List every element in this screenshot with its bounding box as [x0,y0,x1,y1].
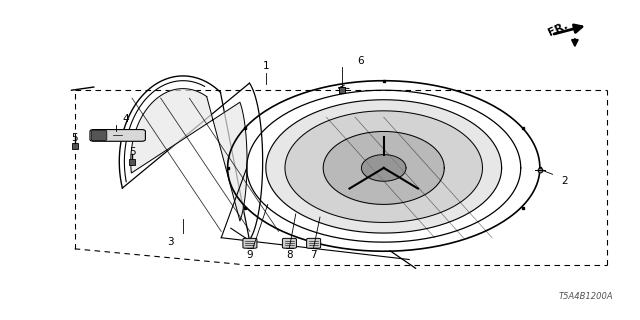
Polygon shape [323,132,444,204]
Text: 8: 8 [286,251,292,260]
Text: 5: 5 [71,132,78,142]
FancyBboxPatch shape [243,238,257,248]
Text: 7: 7 [310,251,317,260]
Text: 3: 3 [167,237,173,247]
Polygon shape [131,89,247,221]
Polygon shape [362,155,406,181]
Text: 2: 2 [561,176,568,186]
Text: 9: 9 [246,251,253,260]
FancyBboxPatch shape [307,238,321,248]
Polygon shape [266,100,502,233]
FancyBboxPatch shape [90,130,145,141]
Polygon shape [285,111,483,222]
FancyBboxPatch shape [282,238,296,248]
Text: 1: 1 [262,61,269,71]
Text: FR.: FR. [546,20,569,38]
FancyBboxPatch shape [92,130,107,141]
Text: 4: 4 [122,114,129,124]
Text: 5: 5 [129,147,135,157]
Text: T5A4B1200A: T5A4B1200A [559,292,613,301]
Text: 6: 6 [357,56,364,67]
